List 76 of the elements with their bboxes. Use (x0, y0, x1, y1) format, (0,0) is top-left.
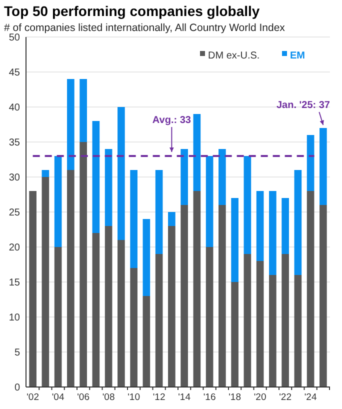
x-tick-label: '20 (254, 392, 266, 403)
bar (118, 107, 125, 240)
y-tick-label: 15 (8, 278, 20, 288)
y-tick-label: 30 (8, 172, 20, 184)
bar (130, 170, 138, 268)
bar (180, 149, 188, 205)
bar (282, 198, 289, 254)
bar (67, 170, 74, 387)
bar (256, 261, 264, 387)
y-tick-label: 40 (8, 102, 20, 114)
y-tick-label: 25 (8, 208, 20, 218)
bar (142, 219, 150, 296)
x-tick-label: '16 (203, 392, 216, 403)
bar (54, 156, 62, 247)
legend-label: DM ex-U.S. (208, 50, 260, 62)
bar (218, 149, 226, 205)
y-tick-label: 10 (8, 312, 20, 324)
bar (256, 191, 264, 261)
y-tick-label: 45 (8, 68, 20, 78)
x-tick-label: '12 (152, 392, 166, 403)
bar (244, 156, 252, 254)
x-tick-label: '14 (178, 392, 191, 403)
bar (67, 79, 74, 170)
bar (269, 191, 276, 275)
x-tick-label: '02 (26, 392, 40, 403)
bar (142, 296, 150, 387)
y-tick-label: 0 (14, 382, 20, 394)
y-tick-label: 20 (8, 242, 20, 254)
y-tick-label: 50 (8, 32, 20, 44)
y-tick-label: 35 (8, 138, 20, 148)
bar (155, 254, 163, 387)
bar (155, 170, 163, 254)
x-tick-label: '08 (102, 392, 115, 403)
bar (306, 135, 314, 191)
bar (104, 149, 112, 226)
bar (320, 128, 327, 205)
bar (92, 233, 100, 387)
bar (180, 205, 188, 387)
bar (104, 226, 112, 387)
x-tick-label: '06 (77, 392, 90, 403)
bar (80, 142, 87, 387)
bar (282, 254, 289, 387)
bar (320, 205, 327, 387)
bar (42, 177, 50, 387)
bar (118, 240, 125, 387)
bar (206, 247, 214, 387)
ref-line-label: Avg.: 33 (152, 115, 192, 126)
bar (231, 282, 238, 387)
bar (168, 226, 176, 387)
bar (80, 79, 87, 142)
bar (218, 205, 226, 387)
bar (130, 268, 138, 387)
bar (206, 156, 214, 247)
x-tick-label: '18 (228, 392, 242, 403)
chart-title: Top 50 performing companies globally (4, 3, 260, 19)
annotation: Jan. '25: 37 (276, 100, 330, 111)
bar (92, 121, 100, 233)
x-tick-label: '04 (52, 392, 64, 403)
x-tick-label: '22 (279, 392, 292, 403)
chart-subtitle: # of companies listed internationally, All Country World Index (4, 22, 286, 34)
bar (294, 170, 302, 275)
bar (54, 247, 62, 387)
bar (193, 191, 201, 387)
x-tick-label: '24 (304, 392, 317, 403)
bar (294, 275, 302, 387)
bar (29, 191, 36, 387)
y-tick-label: 5 (14, 348, 20, 358)
x-tick-label: '10 (128, 392, 140, 403)
bar (42, 170, 50, 177)
bar (193, 114, 201, 191)
legend-label: EM (290, 50, 305, 62)
bar (231, 198, 238, 282)
bar (269, 275, 276, 387)
bar (168, 212, 176, 226)
bar (244, 254, 252, 387)
bar (306, 191, 314, 387)
